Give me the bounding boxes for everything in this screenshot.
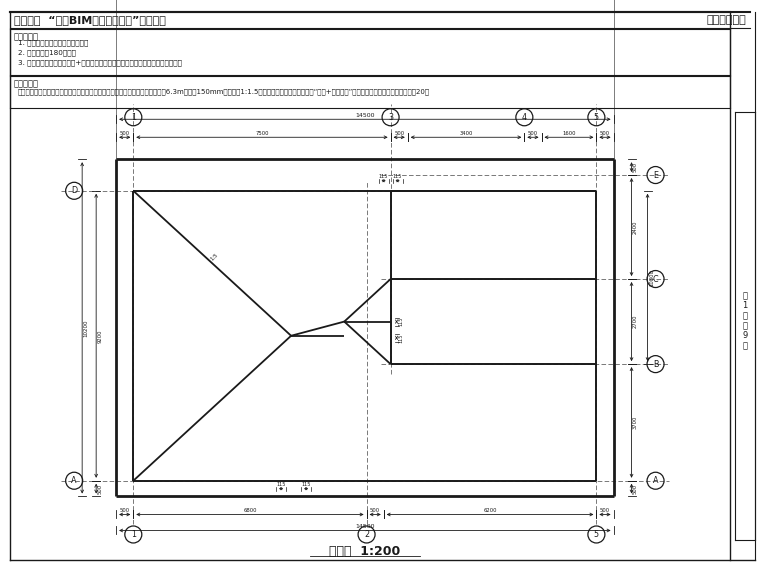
- Text: 3400: 3400: [459, 131, 473, 136]
- Text: 500: 500: [633, 162, 638, 172]
- Text: 9200: 9200: [98, 329, 103, 343]
- Text: 115: 115: [379, 174, 388, 180]
- Text: 1:5: 1:5: [210, 252, 219, 261]
- Text: 3. 新建文件夹（以你考证号+姓名命名），用于存放本次考试中生成的全部文件。: 3. 新建文件夹（以你考证号+姓名命名），用于存放本次考试中生成的全部文件。: [18, 59, 182, 66]
- Text: 2. 考试时间为180分钟；: 2. 考试时间为180分钟；: [18, 49, 76, 56]
- Text: 6200: 6200: [483, 508, 497, 513]
- Text: E: E: [653, 170, 658, 180]
- Text: 500: 500: [98, 483, 103, 494]
- Text: 500: 500: [394, 131, 404, 136]
- Text: C: C: [653, 275, 658, 283]
- Text: 共: 共: [743, 321, 748, 331]
- Text: 1: 1: [743, 302, 748, 311]
- Text: 1. 考试方式：计算机操作，闭卷；: 1. 考试方式：计算机操作，闭卷；: [18, 39, 88, 46]
- Text: 115: 115: [277, 482, 286, 487]
- Text: 7500: 7500: [255, 131, 269, 136]
- Text: 页: 页: [743, 311, 748, 320]
- Text: 500: 500: [119, 508, 130, 513]
- Text: 试题部分：: 试题部分：: [14, 79, 39, 88]
- Text: 500: 500: [600, 131, 610, 136]
- Text: 2700: 2700: [633, 315, 638, 328]
- Text: 6800: 6800: [243, 508, 257, 513]
- Text: 500: 500: [370, 508, 380, 513]
- Text: 页: 页: [743, 341, 748, 351]
- Text: 3: 3: [388, 113, 393, 122]
- Text: 115: 115: [302, 482, 311, 487]
- Text: 4: 4: [522, 113, 527, 122]
- Text: 平面图  1:200: 平面图 1:200: [329, 545, 401, 558]
- Text: A: A: [71, 476, 77, 485]
- Text: 14500: 14500: [355, 524, 375, 529]
- Text: 第十一期  “全国BIM技能等级考试”一级试题: 第十一期 “全国BIM技能等级考试”一级试题: [14, 15, 166, 25]
- Text: 115: 115: [393, 174, 402, 180]
- Text: 115: 115: [398, 333, 403, 343]
- Text: 1600: 1600: [562, 131, 576, 136]
- Text: 3700: 3700: [633, 416, 638, 429]
- Text: 10800: 10800: [649, 269, 654, 286]
- Text: A: A: [653, 476, 658, 485]
- Text: 500: 500: [633, 483, 638, 494]
- Text: 2400: 2400: [633, 220, 638, 234]
- Text: 考试要求：: 考试要求：: [14, 32, 39, 41]
- Text: 中国图学学会: 中国图学学会: [706, 15, 746, 25]
- Text: 1: 1: [131, 530, 136, 539]
- Text: 14500: 14500: [355, 113, 375, 118]
- Text: 500: 500: [528, 131, 538, 136]
- Text: 500: 500: [600, 508, 610, 513]
- Text: 一、根据下图给定数据创建轴网与屋顶，轴网显示方式参考下图。屋顶底标高为6.3m，厚度150mm，坡度为1:1.5，材质不限。请将模型文件以“屋顶+考生姓名”为文: 一、根据下图给定数据创建轴网与屋顶，轴网显示方式参考下图。屋顶底标高为6.3m，…: [18, 88, 430, 95]
- Text: 1: 1: [131, 113, 136, 122]
- Text: 2: 2: [364, 530, 369, 539]
- Text: D: D: [71, 186, 78, 196]
- Text: 5: 5: [594, 113, 599, 122]
- Text: 9: 9: [743, 332, 748, 340]
- Text: B: B: [653, 360, 658, 369]
- Text: 5: 5: [594, 530, 599, 539]
- Text: 500: 500: [119, 131, 130, 136]
- Text: 10200: 10200: [84, 319, 89, 337]
- Text: 115: 115: [398, 317, 403, 326]
- Text: 第: 第: [743, 291, 748, 300]
